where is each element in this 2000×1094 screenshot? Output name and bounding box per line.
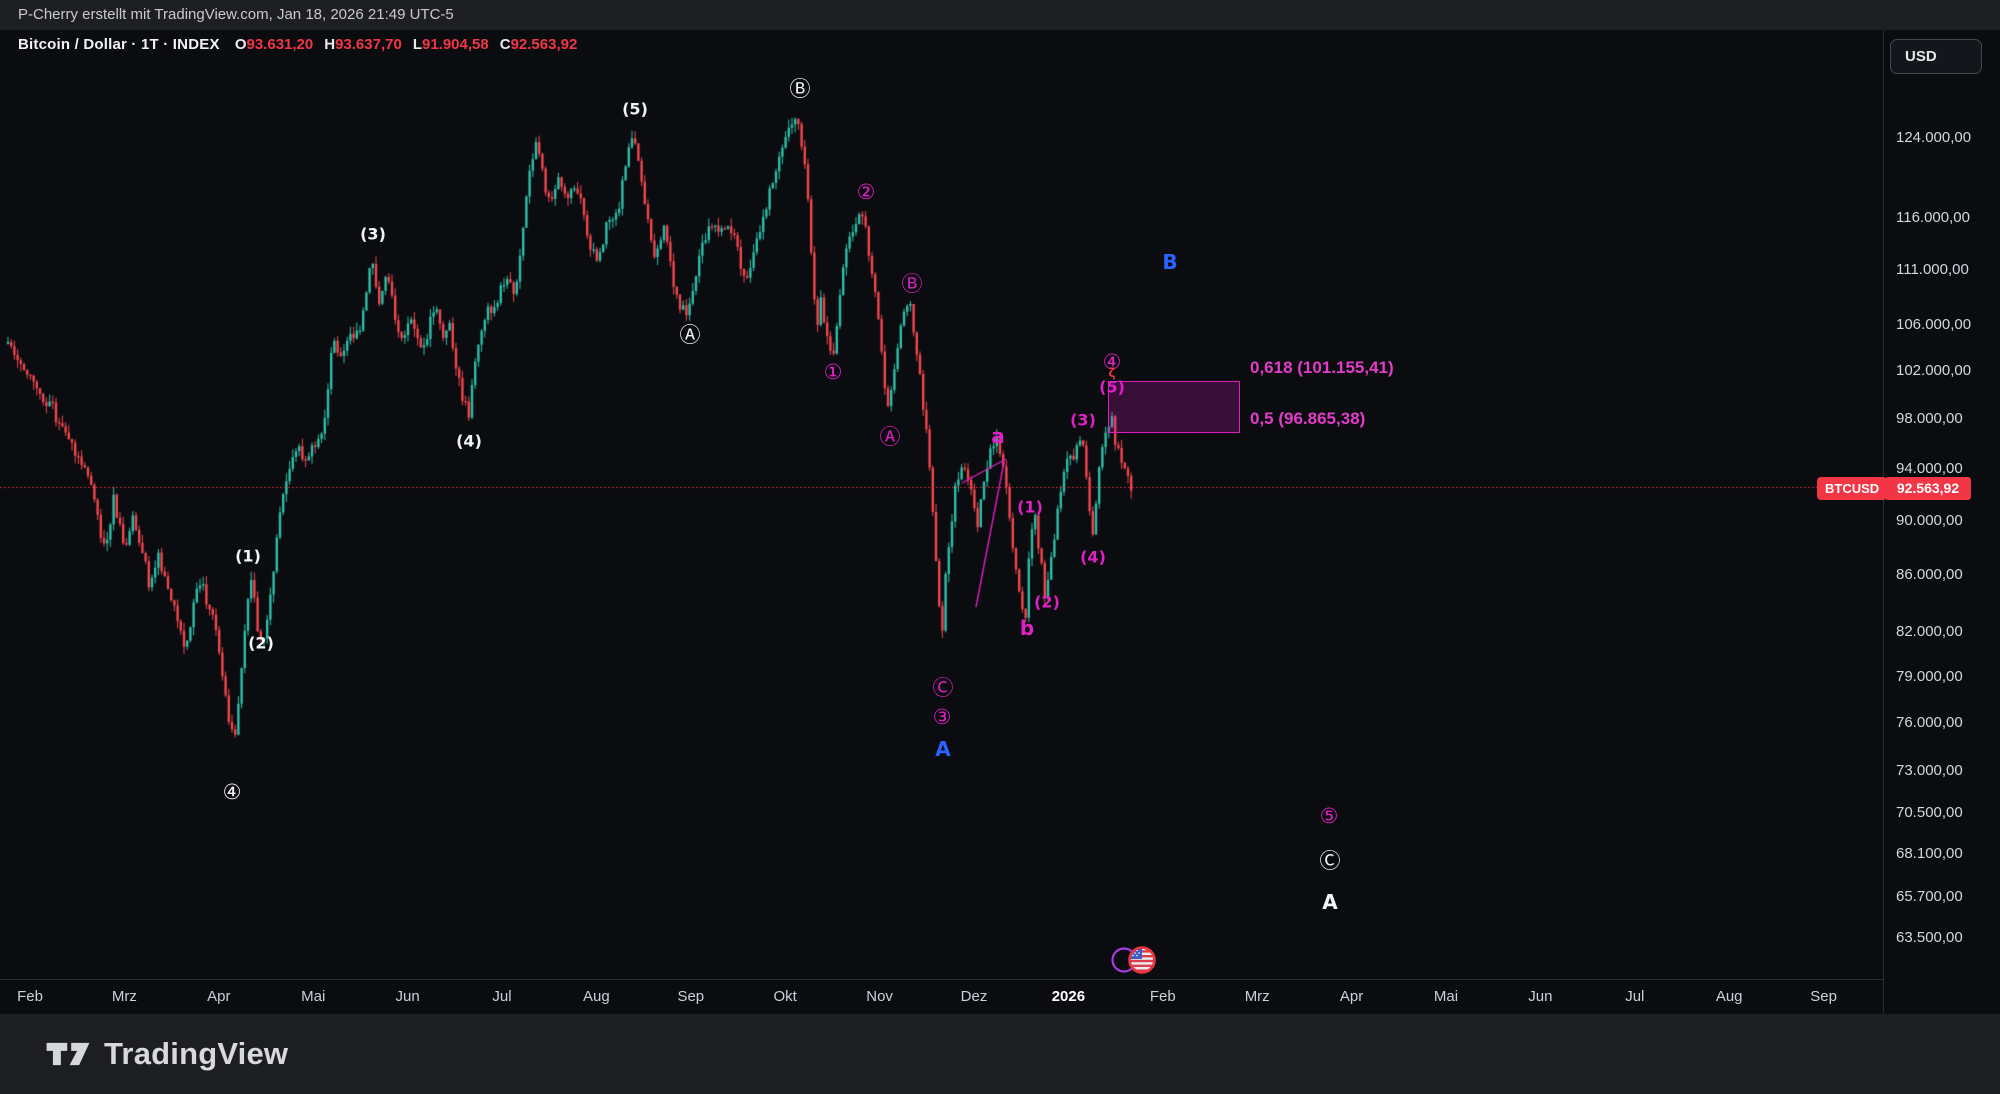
fib-retracement-zone[interactable] bbox=[1108, 381, 1240, 433]
symbol-title[interactable]: Bitcoin / Dollar · 1T · INDEX bbox=[18, 36, 220, 53]
time-axis-tick: Apr bbox=[207, 988, 231, 1005]
economic-event-flag-icon[interactable] bbox=[1104, 939, 1166, 981]
wave-label: Ⓑ bbox=[789, 77, 811, 101]
price-axis-tick: 70.500,00 bbox=[1896, 803, 1963, 821]
last-price-symbol-badge: BTCUSD bbox=[1817, 477, 1888, 500]
time-axis-tick: Mai bbox=[1433, 988, 1459, 1005]
wave-label: (3) bbox=[1070, 410, 1096, 430]
ohlc-values: O93.631,20 H93.637,70 L91.904,58 C92.563,92 bbox=[224, 36, 577, 53]
time-axis-tick: Feb bbox=[17, 988, 43, 1005]
wave-label: A bbox=[935, 737, 951, 761]
price-axis-tick: 63.500,00 bbox=[1896, 929, 1963, 946]
time-axis-tick: Feb bbox=[1149, 988, 1176, 1005]
price-axis-tick: 111.000,00 bbox=[1896, 261, 1969, 279]
time-axis-tick: Aug bbox=[583, 988, 610, 1005]
time-axis-tick: Nov bbox=[866, 988, 893, 1005]
wave-label: (4) bbox=[456, 431, 482, 451]
time-axis-tick: Jun bbox=[395, 988, 420, 1005]
attribution-bar: P-Cherry erstellt mit TradingView.com, J… bbox=[0, 0, 2000, 30]
ohlc-value: 93.631,20 bbox=[246, 36, 314, 53]
wave-label: (5) bbox=[622, 99, 648, 119]
fib-level-label: 0,618 (101.155,41) bbox=[1250, 358, 1394, 377]
time-axis-separator bbox=[0, 979, 1883, 980]
wave-label: ④ bbox=[1102, 350, 1122, 374]
price-axis-tick: 68.100,00 bbox=[1896, 845, 1963, 863]
price-axis-tick: 116.000,00 bbox=[1896, 208, 1970, 226]
wave-label: (1) bbox=[1017, 497, 1043, 517]
time-axis-tick: Mai bbox=[301, 988, 326, 1005]
wave-label: (4) bbox=[1080, 547, 1106, 567]
footer-bar: TradingView bbox=[0, 1014, 2000, 1094]
wave-label: B bbox=[1162, 250, 1178, 274]
price-axis-tick: 65.700,00 bbox=[1896, 888, 1963, 906]
ohlc-letter: O bbox=[234, 36, 247, 53]
wave-label: Ⓐ bbox=[679, 323, 701, 347]
price-axis-tick: 76.000,00 bbox=[1896, 714, 1963, 732]
ohlc-letter: L bbox=[412, 36, 422, 53]
wave-label: (3) bbox=[360, 224, 386, 244]
price-axis-tick: 98.000,00 bbox=[1896, 410, 1963, 428]
time-axis-tick: Apr bbox=[1339, 988, 1364, 1005]
price-axis-separator bbox=[1883, 30, 1884, 1013]
last-price-badge: 92.563,92 bbox=[1885, 477, 1971, 500]
wave-label: Ⓐ bbox=[879, 425, 901, 449]
wave-label: (2) bbox=[248, 633, 274, 653]
time-axis-tick: Mrz bbox=[111, 988, 137, 1005]
time-axis-tick: Okt bbox=[773, 988, 797, 1005]
time-axis-tick: Sep bbox=[1810, 988, 1837, 1005]
price-axis-tick: 86.000,00 bbox=[1896, 566, 1963, 584]
wave-label: a bbox=[991, 424, 1005, 448]
wave-label: ① bbox=[823, 360, 843, 384]
ohlc-value: 92.563,92 bbox=[510, 36, 578, 53]
tradingview-brand-text[interactable]: TradingView bbox=[104, 1036, 289, 1071]
wave-label: ⑤ bbox=[1319, 804, 1339, 828]
wave-label: Ⓑ bbox=[901, 272, 923, 296]
price-axis-tick: 73.000,00 bbox=[1896, 762, 1963, 780]
time-axis-tick: Sep bbox=[677, 988, 705, 1005]
ohlc-letter: H bbox=[324, 36, 336, 53]
wave-label: A bbox=[1322, 890, 1338, 914]
symbol-info-bar: Bitcoin / Dollar · 1T · INDEX O93.631,20… bbox=[0, 30, 577, 58]
wave-label: Ⓒ bbox=[932, 676, 954, 700]
ohlc-value: 93.637,70 bbox=[335, 36, 402, 53]
price-axis-tick: 90.000,00 bbox=[1896, 512, 1963, 530]
time-axis-tick: Jun bbox=[1528, 988, 1553, 1005]
wave-label: ② bbox=[856, 180, 876, 204]
price-axis-tick: 124.000,00 bbox=[1896, 129, 1972, 146]
wave-label: Ⓒ bbox=[1319, 849, 1341, 873]
price-axis-tick: 79.000,00 bbox=[1896, 667, 1963, 685]
time-axis-tick: Jul bbox=[1625, 988, 1645, 1005]
wave-label: ③ bbox=[932, 705, 952, 729]
attribution-text: P-Cherry erstellt mit TradingView.com, J… bbox=[18, 6, 454, 23]
time-axis-tick: Jul bbox=[492, 988, 512, 1005]
time-axis-tick: Dez bbox=[960, 988, 988, 1005]
price-axis-tick: 106.000,00 bbox=[1896, 316, 1972, 334]
wave-label: (1) bbox=[235, 546, 261, 566]
price-axis-tick: 94.000,00 bbox=[1896, 460, 1963, 478]
currency-button[interactable]: USD bbox=[1890, 39, 1982, 74]
wave-label: ζ bbox=[1108, 366, 1116, 380]
wave-label: (2) bbox=[1034, 592, 1060, 612]
wave-label: ④ bbox=[222, 780, 242, 804]
ohlc-value: 91.904,58 bbox=[421, 36, 489, 53]
wave-label: (5) bbox=[1099, 377, 1125, 397]
time-axis-tick: 2026 bbox=[1051, 988, 1086, 1005]
price-axis-tick: 82.000,00 bbox=[1896, 623, 1963, 641]
currency-button-label: USD bbox=[1905, 48, 1937, 65]
ohlc-letter: C bbox=[499, 36, 511, 53]
wave-label: b bbox=[1019, 616, 1035, 640]
tradingview-logo-icon[interactable] bbox=[45, 1040, 91, 1068]
fib-level-label: 0,5 (96.865,38) bbox=[1250, 409, 1366, 428]
price-axis-tick: 102.000,00 bbox=[1896, 362, 1972, 380]
time-axis-tick: Aug bbox=[1715, 988, 1743, 1005]
time-axis-tick: Mrz bbox=[1244, 988, 1270, 1005]
